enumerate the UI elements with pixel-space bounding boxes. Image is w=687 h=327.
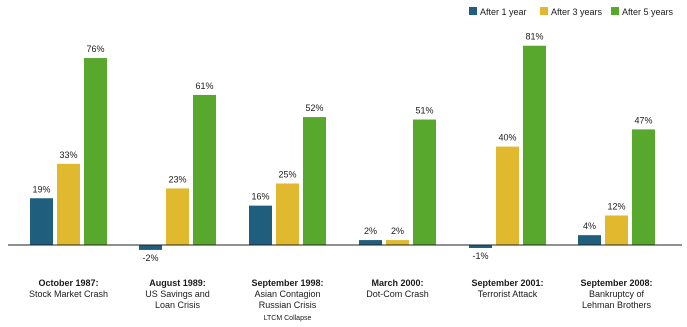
category-title-4: March 2000: <box>371 278 423 288</box>
category-line-4-1: Dot-Com Crash <box>366 289 429 299</box>
legend-label-3: After 5 years <box>622 7 674 17</box>
bar-3-2 <box>276 183 299 245</box>
category-title-2: August 1989: <box>149 278 206 288</box>
value-labels: 19% 33% 76% -2% 23% 61% 16% 25% 52% 2% 2% 51% -1% 40%… <box>32 32 652 263</box>
category-line-5-1: Terrorist Attack <box>478 289 538 299</box>
category-title-1: October 1987: <box>38 278 98 288</box>
category-line-2-2: Loan Crisis <box>155 300 201 310</box>
category-title-6: September 2008: <box>580 278 652 288</box>
x-axis-labels: October 1987:Stock Market Crash August 19… <box>29 278 653 322</box>
bar-2-2 <box>166 188 189 245</box>
legend-label-1: After 1 year <box>480 7 527 17</box>
value-label-4-1: 2% <box>364 226 377 236</box>
value-label-2-1: -2% <box>142 253 158 263</box>
bar-6-2 <box>605 215 628 245</box>
value-label-5-1: -1% <box>472 251 488 261</box>
value-label-1-2: 33% <box>59 150 77 160</box>
bar-3-1 <box>249 205 272 245</box>
category-title-3: September 1998: <box>251 278 323 288</box>
value-label-3-3: 52% <box>305 103 323 113</box>
value-label-1-3: 76% <box>86 44 104 54</box>
value-label-5-3: 81% <box>525 32 543 42</box>
bar-4-1 <box>359 240 382 245</box>
value-label-6-2: 12% <box>607 201 625 211</box>
bar-5-1 <box>469 245 492 248</box>
value-label-5-2: 40% <box>498 133 516 143</box>
bar-1-2 <box>57 163 80 245</box>
bar-2-1 <box>139 245 162 250</box>
value-label-2-2: 23% <box>168 174 186 184</box>
value-label-6-1: 4% <box>583 221 596 231</box>
bar-5-3 <box>523 45 546 245</box>
category-line-2-1: US Savings and <box>145 289 210 299</box>
legend-swatch-3 <box>611 7 619 15</box>
bar-6-1 <box>578 235 601 245</box>
value-label-1-1: 19% <box>32 184 50 194</box>
legend-swatch-2 <box>540 7 548 15</box>
bar-4-3 <box>413 119 436 245</box>
legend: After 1 year After 3 years After 5 years <box>469 7 674 17</box>
value-label-4-2: 2% <box>391 226 404 236</box>
bar-1-3 <box>84 58 107 245</box>
bar-1-1 <box>30 198 53 245</box>
legend-label-2: After 3 years <box>551 7 603 17</box>
bars <box>30 45 655 250</box>
category-line-6-1: Bankruptcy of <box>589 289 645 299</box>
value-label-3-2: 25% <box>278 170 296 180</box>
legend-swatch-1 <box>469 7 477 15</box>
category-line-6-2: Lehman Brothers <box>582 300 652 310</box>
value-label-6-3: 47% <box>634 115 652 125</box>
bar-4-2 <box>386 240 409 245</box>
value-label-2-3: 61% <box>195 81 213 91</box>
category-line-1-1: Stock Market Crash <box>29 289 108 299</box>
category-line-3-1: Asian Contagion <box>254 289 320 299</box>
category-title-5: September 2001: <box>471 278 543 288</box>
bar-6-3 <box>632 129 655 245</box>
value-label-4-3: 51% <box>415 106 433 116</box>
category-note-3: LTCM Collapse <box>264 315 312 322</box>
bar-2-3 <box>193 94 216 245</box>
category-line-3-2: Russian Crisis <box>259 300 317 310</box>
value-label-3-1: 16% <box>251 192 269 202</box>
bar-3-3 <box>303 117 326 245</box>
bar-5-2 <box>496 146 519 245</box>
